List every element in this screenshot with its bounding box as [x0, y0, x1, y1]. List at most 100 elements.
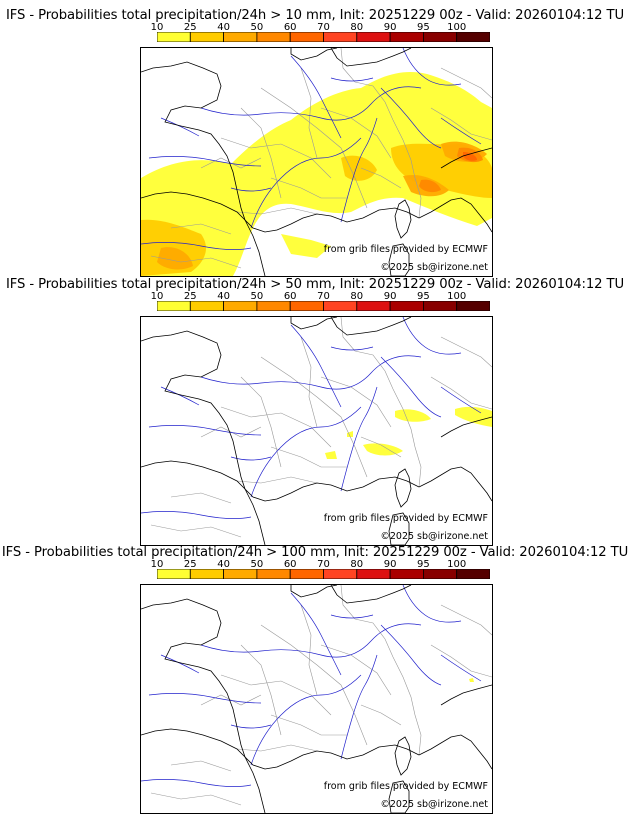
- river-line: [340, 386, 378, 492]
- scale-tick-label: 100: [447, 22, 467, 33]
- river-line: [380, 356, 442, 418]
- river-line: [340, 654, 378, 760]
- precipitation-probability-fields: [469, 678, 474, 682]
- scale-swatch: [422, 301, 458, 311]
- scale-tick-label: 100: [447, 559, 467, 570]
- scale-swatch: [223, 301, 258, 311]
- border-line: [320, 107, 392, 159]
- border-line: [220, 674, 332, 716]
- border-line: [236, 744, 318, 752]
- rivers: [141, 317, 482, 519]
- panel-title: IFS - Probabilities total precipitation/…: [5, 8, 625, 23]
- border-line: [300, 336, 318, 428]
- river-line: [250, 674, 362, 766]
- river-line: [200, 86, 422, 121]
- scale-swatch: [256, 569, 291, 579]
- scale-swatch: [356, 569, 391, 579]
- river-line: [148, 156, 262, 167]
- border-line: [240, 644, 282, 736]
- scale-tick-label: 50: [250, 22, 264, 33]
- scale-tick-label: 95: [417, 559, 430, 570]
- border-line: [270, 714, 347, 736]
- precipitation-area: [455, 406, 492, 427]
- river-line: [141, 779, 252, 787]
- scale-swatch: [256, 32, 291, 42]
- border-line: [236, 476, 318, 484]
- precipitation-area: [463, 152, 477, 161]
- scale-tick-label: 70: [317, 559, 330, 570]
- river-line: [402, 48, 462, 86]
- border-line: [340, 317, 422, 488]
- scale-swatch: [289, 301, 324, 311]
- scale-tick-label: 40: [217, 22, 230, 33]
- scale-swatch: [356, 32, 391, 42]
- river-line: [290, 55, 342, 139]
- coastline: [141, 728, 266, 813]
- border-line: [340, 48, 422, 219]
- precipitation-area: [281, 234, 331, 258]
- scale-swatch: [323, 301, 358, 311]
- scale-tick-label: 90: [383, 559, 397, 570]
- scale-swatch: [456, 32, 490, 42]
- river-line: [141, 242, 252, 250]
- scale-tick-label: 25: [183, 22, 197, 33]
- rivers: [141, 585, 482, 787]
- copyright-credit: ©2025 sb@irizone.net: [380, 531, 488, 542]
- scale-swatch: [256, 301, 291, 311]
- scale-swatch: [189, 569, 224, 579]
- river-line: [230, 724, 272, 729]
- panel-title: IFS - Probabilities total precipitation/…: [1, 545, 629, 560]
- coastline: [290, 48, 338, 61]
- scale-swatch: [456, 569, 490, 579]
- scale-tick-label: 90: [383, 22, 397, 33]
- border-line: [320, 376, 392, 428]
- scale-swatch: [223, 569, 258, 579]
- scale-tick-label: 80: [350, 559, 364, 570]
- river-line: [230, 456, 272, 461]
- precipitation-area: [341, 155, 377, 181]
- border-line: [300, 604, 318, 696]
- river-line: [200, 355, 422, 390]
- scale-swatch: [422, 32, 458, 42]
- scale-swatch: [189, 301, 224, 311]
- precipitation-map: from grib files provided by ECMWF ©2025 …: [140, 584, 493, 814]
- precipitation-area: [157, 247, 193, 270]
- coastline: [388, 780, 410, 813]
- scale-tick-label: 10: [150, 559, 164, 570]
- panel-50mm: IFS - Probabilities total precipitation/…: [0, 277, 630, 546]
- scale-tick-label: 10: [150, 22, 164, 33]
- scale-swatch: [157, 301, 191, 311]
- border-line: [220, 137, 332, 179]
- border-line: [260, 624, 368, 746]
- coastlines: [141, 585, 492, 813]
- river-line: [160, 117, 200, 137]
- rivers: [141, 48, 482, 250]
- coastline: [418, 684, 492, 770]
- scale-swatch: [389, 569, 424, 579]
- coastline: [394, 736, 412, 776]
- coastline: [394, 199, 412, 239]
- coastline: [141, 330, 420, 502]
- river-line: [290, 324, 342, 408]
- river-line: [290, 592, 342, 676]
- precipitation-area: [469, 678, 474, 682]
- copyright-credit: ©2025 sb@irizone.net: [380, 262, 488, 273]
- coastline: [290, 585, 338, 598]
- panel-title: IFS - Probabilities total precipitation/…: [5, 277, 625, 292]
- precipitation-probability-fields: [141, 71, 492, 276]
- panel-10mm: IFS - Probabilities total precipitation/…: [0, 8, 630, 277]
- border-line: [300, 67, 318, 159]
- scale-tick-label: 80: [350, 22, 364, 33]
- border-line: [360, 704, 402, 726]
- border-line: [320, 644, 392, 696]
- scale-tick-label: 10: [150, 291, 164, 302]
- coastlines: [141, 48, 492, 276]
- scale-tick-label: 95: [417, 291, 430, 302]
- scale-tick-label: 25: [183, 559, 197, 570]
- coastlines: [141, 317, 492, 545]
- source-credit: from grib files provided by ECMWF: [323, 513, 488, 524]
- border-line: [200, 694, 262, 706]
- border-line: [360, 167, 402, 189]
- river-line: [330, 614, 374, 619]
- border-line: [170, 223, 232, 235]
